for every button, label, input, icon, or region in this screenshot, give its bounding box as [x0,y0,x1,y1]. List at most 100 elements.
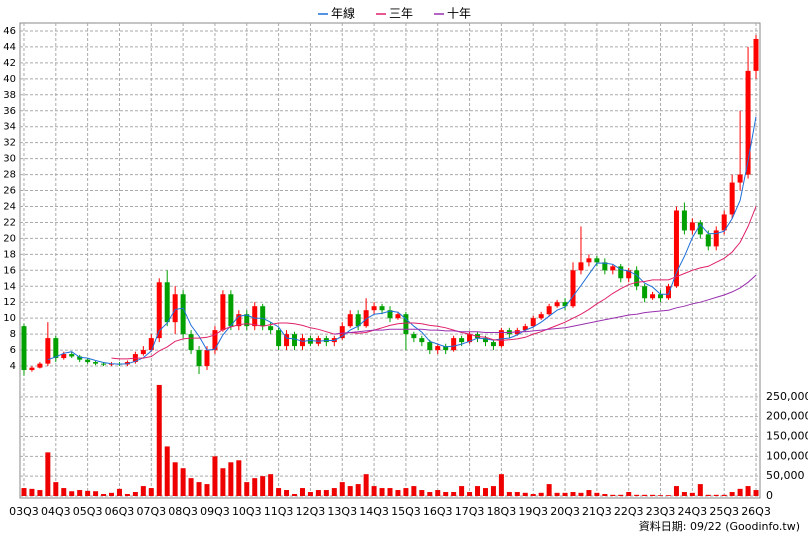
volume-bar [355,484,361,496]
volume-bar [363,474,369,496]
candle-body [188,334,194,351]
volume-bar [307,492,313,496]
candle-body [665,286,671,299]
y-tick-label: 36 [3,106,16,117]
candle-body [164,282,170,323]
x-tick-label: 11Q3 [264,505,294,518]
ma-line [111,206,757,360]
volume-bar [21,488,27,496]
volume-bar [228,462,234,496]
candle-body [204,350,210,367]
volume-bar [729,492,735,496]
y-tick-label: 46 [3,26,16,37]
x-tick-label: 24Q3 [678,505,708,518]
candle-body [212,330,218,351]
legend-label: 十年 [447,7,471,21]
volume-bar [514,492,520,496]
ma-line [334,274,757,335]
candle-body [642,286,648,299]
volume-bar [299,488,305,496]
candle-body [276,330,282,347]
candle-body [570,270,576,307]
volume-bar [658,495,664,496]
x-tick-label: 17Q3 [455,505,485,518]
candle-body [260,306,266,327]
volume-bar [665,495,671,496]
y-tick-label: 18 [3,249,16,260]
candle-body [482,338,488,343]
y2-tick-label: 150,000 [766,430,808,443]
volume-bar [554,492,560,496]
y-tick-label: 10 [3,313,16,324]
candle-body [562,302,568,307]
volume-bar [29,488,35,496]
candle-body [459,338,465,343]
volume-bar [586,490,592,496]
volume-bar [347,486,353,496]
y2-tick-label: 100,000 [766,449,808,462]
candle-body [490,342,496,347]
volume-bar [467,492,473,496]
candle-body [618,266,624,279]
candle-body [299,338,305,347]
volume-bar [53,482,59,496]
candle-body [522,326,528,331]
candle-body [172,294,178,323]
candle-body [252,306,258,327]
volume-bar [140,486,146,496]
volume-bar [411,486,417,496]
candle-body [498,330,504,347]
volume-bar [156,384,162,496]
candle-body [681,210,687,231]
volume-bar [252,478,258,496]
candle-body [284,334,290,347]
volume-bar [490,486,496,496]
volume-bar [673,486,679,496]
y-tick-label: 42 [3,58,16,69]
volume-bar [435,490,441,496]
candle-body [427,342,433,351]
y-tick-label: 22 [3,217,16,228]
candle-body [697,222,703,235]
y-tick-label: 8 [10,329,16,340]
candle-body [85,359,91,363]
candle-body [411,334,417,339]
volume-bar [77,490,83,496]
volume-bar [220,468,226,496]
volume-bar [284,490,290,496]
x-tick-label: 05Q3 [73,505,103,518]
volume-bar [737,488,743,496]
candle-body [292,334,298,347]
volume-bar [172,462,178,496]
volume-bar [562,492,568,496]
volume-bar [721,494,727,496]
candle-body [101,363,107,365]
volume-bar [323,490,329,496]
candle-body [363,310,369,327]
volume-bar [37,490,43,496]
y2-tick-label: 200,000 [766,410,808,423]
volume-bar [745,486,751,496]
volume-bar [132,492,138,496]
y-tick-label: 28 [3,170,16,181]
volume-bar [109,492,115,496]
x-tick-label: 21Q3 [582,505,612,518]
x-tick-label: 14Q3 [359,505,389,518]
candle-body [689,222,695,231]
y-tick-label: 40 [3,74,16,85]
volume-bar [101,494,107,496]
volume-bar [212,456,218,496]
volume-bar [395,490,401,496]
source-note: 資料日期: 09/22 (Goodinfo.tw) [639,519,800,533]
candle-body [268,326,274,331]
candle-body [379,306,385,311]
candle-body [156,282,162,339]
volume-bar [459,486,465,496]
legend-label: 年線 [331,6,355,21]
candle-body [578,262,584,271]
volume-bar [292,494,298,496]
volume-bar [188,478,194,496]
x-tick-label: 09Q3 [200,505,230,518]
